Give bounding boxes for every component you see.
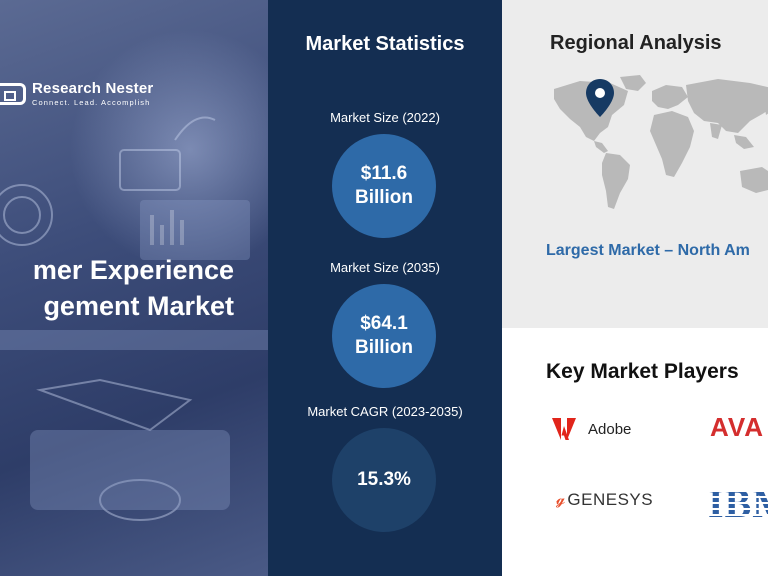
genesys-name: GENESYS xyxy=(567,490,654,509)
stat-label-market-size-2035: Market Size (2035) xyxy=(330,260,440,275)
stat-value-market-size-2022: $11.6 Billion xyxy=(332,134,436,238)
largest-market-label: Largest Market – North Am xyxy=(546,242,750,259)
logo-mark-icon xyxy=(0,82,26,105)
player-ibm: IBM xyxy=(708,480,768,527)
statistics-heading: Market Statistics xyxy=(305,33,465,55)
stat-value-market-size-2035: $64.1 Billion xyxy=(332,284,436,388)
adobe-name: Adobe xyxy=(588,420,632,438)
location-pin-icon xyxy=(586,79,614,117)
stat-label-market-cagr: Market CAGR (2023-2035) xyxy=(307,404,463,419)
adobe-logo-icon xyxy=(552,418,576,440)
hero-background-graphic xyxy=(0,30,268,521)
hero-title-line2: gement Market xyxy=(43,291,234,321)
ibm-logo: IBM xyxy=(708,480,768,527)
brand-text: Research Nester Connect. Lead. Accomplis… xyxy=(32,80,153,107)
player-genesys: 𝓰 GENESYS xyxy=(556,490,653,510)
regional-heading: Regional Analysis xyxy=(550,32,722,54)
hero-title-line1: mer Experience xyxy=(32,255,234,285)
players-heading: Key Market Players xyxy=(546,360,739,383)
brand-tagline: Connect. Lead. Accomplish xyxy=(32,98,151,107)
brand-name: Research Nester xyxy=(32,80,154,97)
stat-label-market-size-2022: Market Size (2022) xyxy=(330,110,440,125)
world-map xyxy=(554,75,768,209)
hero-title: mer Experience gement Market xyxy=(0,252,268,324)
ibm-name: IBM xyxy=(708,481,768,526)
hero-panel: Research Nester Connect. Lead. Accomplis… xyxy=(0,0,268,576)
brand-logo: Research Nester Connect. Lead. Accomplis… xyxy=(0,80,153,107)
key-market-players-panel: Key Market Players Adobe AVA 𝓰 GENESYS I… xyxy=(502,328,768,576)
avaya-name: AVA xyxy=(710,412,765,442)
regional-analysis-panel: Regional Analysis xyxy=(502,0,768,328)
genesys-g-icon: 𝓰 xyxy=(556,491,566,508)
player-adobe: Adobe xyxy=(552,418,631,440)
stat-value-market-cagr: 15.3% xyxy=(332,428,436,532)
market-statistics-panel: Market Statistics Market Size (2022) $11… xyxy=(268,0,502,576)
player-avaya: AVA xyxy=(710,412,764,443)
